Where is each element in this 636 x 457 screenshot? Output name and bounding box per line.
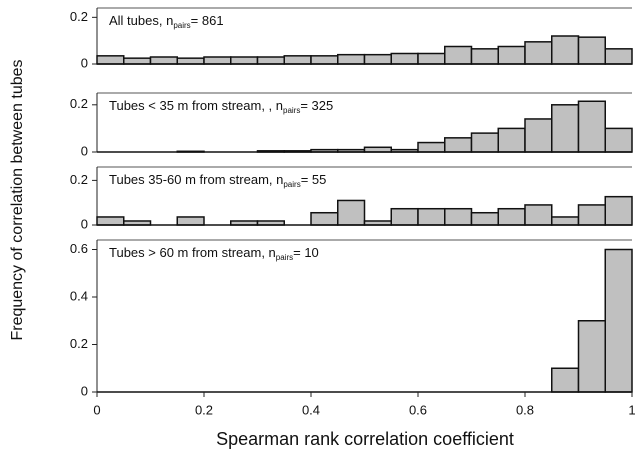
panel-label: Tubes < 35 m from stream, , npairs= 325 (109, 98, 333, 115)
x-tick-label: 1 (628, 402, 635, 417)
histogram-bar (149, 56, 178, 65)
histogram-bar (604, 248, 633, 393)
y-tick-label: 0 (81, 55, 88, 70)
histogram-bar (337, 199, 366, 226)
histogram-bar (96, 216, 125, 226)
panel-label-subscript: pairs (173, 21, 190, 30)
histogram-bar (444, 207, 473, 226)
panel-label-text: Tubes < 35 m from stream, , n (109, 98, 283, 113)
panel-label-end: = 10 (293, 245, 319, 260)
panel-label-end: = 325 (300, 98, 333, 113)
histogram-bar (604, 127, 633, 153)
histogram-bar (470, 132, 499, 153)
histogram-bar (203, 56, 232, 65)
x-tick-label: 0.2 (195, 402, 213, 417)
y-tick-label: 0 (81, 143, 88, 158)
histogram-bar (363, 53, 392, 65)
y-tick-label: 0.2 (70, 336, 88, 351)
y-tick-label: 0 (81, 383, 88, 398)
histogram-bar (551, 104, 580, 153)
histogram-bar (551, 216, 580, 226)
histogram-bar (417, 52, 446, 65)
panel-label-subscript: pairs (283, 180, 300, 189)
panel-label: All tubes, npairs= 861 (109, 13, 224, 30)
histogram-bar (604, 195, 633, 226)
y-tick-label: 0 (81, 216, 88, 231)
panel-label: Tubes > 60 m from stream, npairs= 10 (109, 245, 319, 262)
panel-label-text: Tubes > 60 m from stream, n (109, 245, 276, 260)
histogram-bar (417, 141, 446, 153)
histogram-bar (524, 204, 553, 226)
y-tick-label: 0.2 (70, 96, 88, 111)
histogram-bar (444, 137, 473, 153)
panel-label: Tubes 35-60 m from stream, npairs= 55 (109, 172, 326, 189)
panel-label-text: Tubes 35-60 m from stream, n (109, 172, 283, 187)
x-tick-label: 0.4 (302, 402, 320, 417)
histogram-bar (176, 216, 205, 226)
panel-label-subscript: pairs (276, 253, 293, 262)
histogram-bar (577, 100, 606, 153)
histogram-bar (497, 207, 526, 226)
histogram-bar (524, 118, 553, 153)
histogram-bar (577, 36, 606, 65)
histogram-bar (390, 52, 419, 65)
x-tick-label: 0.8 (516, 402, 534, 417)
y-axis-label: Frequency of correlation between tubes (9, 59, 26, 340)
histogram-bar (577, 320, 606, 393)
panel-label-end: = 55 (301, 172, 327, 187)
histogram-bar (417, 207, 446, 226)
histogram-bar (524, 41, 553, 65)
y-tick-label: 0.6 (70, 241, 88, 256)
panel-label-end: = 861 (191, 13, 224, 28)
histogram-bar (470, 48, 499, 65)
panel-label-subscript: pairs (283, 106, 300, 115)
histogram-bar (470, 211, 499, 226)
histogram-bar (123, 57, 152, 65)
histogram-bar (337, 53, 366, 65)
panel-label-text: All tubes, n (109, 13, 173, 28)
histogram-bar (96, 55, 125, 65)
histogram-bar (310, 211, 339, 226)
histogram-bar (283, 55, 312, 65)
histogram-bar (604, 48, 633, 65)
histogram-bar (497, 127, 526, 153)
histogram-bar (497, 45, 526, 65)
y-tick-label: 0.2 (70, 9, 88, 24)
y-tick-label: 0.4 (70, 288, 88, 303)
histogram-bar (310, 55, 339, 65)
x-tick-label: 0 (93, 402, 100, 417)
histogram-bar (176, 57, 205, 65)
x-axis-label: Spearman rank correlation coefficient (216, 429, 514, 449)
histogram-bar (577, 204, 606, 226)
histogram-bar (444, 45, 473, 65)
x-tick-label: 0.6 (409, 402, 427, 417)
histogram-bar (551, 35, 580, 65)
y-tick-label: 0.2 (70, 172, 88, 187)
histogram-bar (390, 207, 419, 226)
histogram-bar (256, 56, 285, 65)
histogram-bar (551, 367, 580, 393)
histogram-bar (230, 56, 259, 65)
